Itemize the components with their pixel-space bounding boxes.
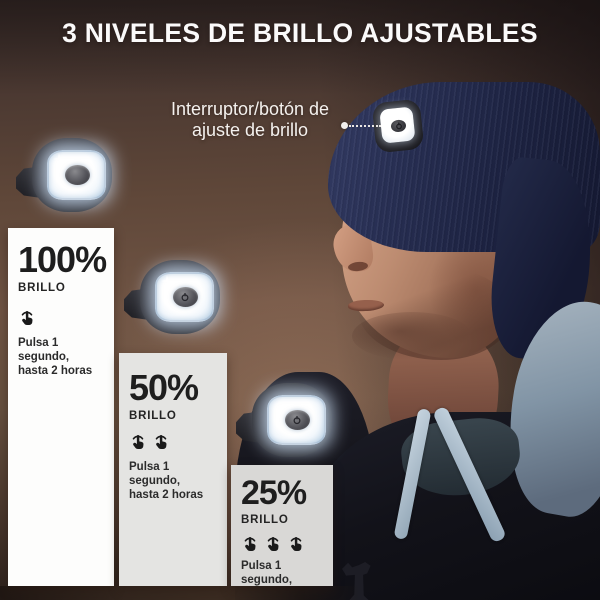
led-face bbox=[267, 395, 326, 445]
tap-press-icon bbox=[132, 434, 144, 449]
background-top-shadow bbox=[0, 0, 600, 95]
brightness-label: BRILLO bbox=[18, 282, 66, 294]
callout-dotted-line bbox=[349, 125, 381, 127]
note-line-2: hasta 2 horas bbox=[129, 489, 204, 501]
tap-press-icon bbox=[267, 536, 279, 551]
callout-text: Interruptor/botón de ajuste de brillo bbox=[148, 99, 352, 141]
note-line-1: Pulsa 1 segundo, bbox=[18, 337, 70, 363]
brightness-label: BRILLO bbox=[129, 410, 177, 422]
power-icon bbox=[181, 293, 189, 302]
brightness-adjust-button bbox=[390, 119, 407, 133]
power-button bbox=[64, 165, 90, 185]
led-face bbox=[47, 150, 106, 200]
led-face bbox=[155, 272, 214, 322]
brightness-panel-50: 50% BRILLO Pulsa 1 segundo, hasta 2 hora… bbox=[119, 353, 227, 586]
tap-press-icon bbox=[155, 434, 167, 449]
clip-light-level-25 bbox=[236, 383, 332, 457]
press-duration-note: Pulsa 1 segundo, hasta 2 horas bbox=[129, 460, 221, 502]
press-count-icons bbox=[241, 532, 327, 553]
callout-pointer-dot bbox=[341, 122, 348, 129]
press-count-icons bbox=[18, 306, 108, 327]
callout-line-2: ajuste de brillo bbox=[191, 120, 309, 140]
callout-line-1: Interruptor/botón de bbox=[170, 99, 330, 119]
brightness-panel-25: 25% BRILLO Pulsa 1 segundo, hasta 2 h bbox=[231, 465, 333, 586]
press-duration-note: Pulsa 1 segundo, hasta 2 horas bbox=[18, 336, 108, 378]
power-icon bbox=[395, 122, 402, 130]
percent-value: 50% bbox=[129, 367, 199, 408]
note-line-2: hasta 2 horas bbox=[18, 365, 93, 377]
percent-value: 100% bbox=[18, 239, 107, 280]
brightness-panel-100: 100% BRILLO Pulsa 1 segundo, hasta 2 hor… bbox=[8, 228, 114, 586]
power-button bbox=[284, 410, 310, 430]
tap-press-icon bbox=[244, 536, 256, 551]
percent-value: 25% bbox=[241, 474, 307, 512]
tap-press-icon bbox=[290, 536, 302, 551]
chin-shadow bbox=[352, 312, 472, 360]
power-icon bbox=[293, 416, 301, 425]
brightness-label: BRILLO bbox=[241, 514, 289, 526]
power-button bbox=[172, 287, 198, 307]
sparkle-icon bbox=[161, 275, 173, 287]
page-title: 3 NIVELES DE BRILLO AJUSTABLES bbox=[62, 18, 538, 48]
hat-led-light bbox=[371, 98, 425, 154]
press-count-icons bbox=[129, 430, 221, 451]
tap-press-icon bbox=[21, 310, 33, 325]
floor-strip bbox=[0, 586, 360, 600]
clip-light-level-100 bbox=[16, 138, 112, 212]
note-line-1: Pulsa 1 segundo, bbox=[241, 560, 293, 586]
clip-light-level-50 bbox=[124, 260, 220, 334]
sparkle-icon bbox=[53, 153, 65, 165]
note-line-1: Pulsa 1 segundo, bbox=[129, 461, 181, 487]
press-duration-note: Pulsa 1 segundo, hasta 2 horas bbox=[241, 559, 327, 586]
